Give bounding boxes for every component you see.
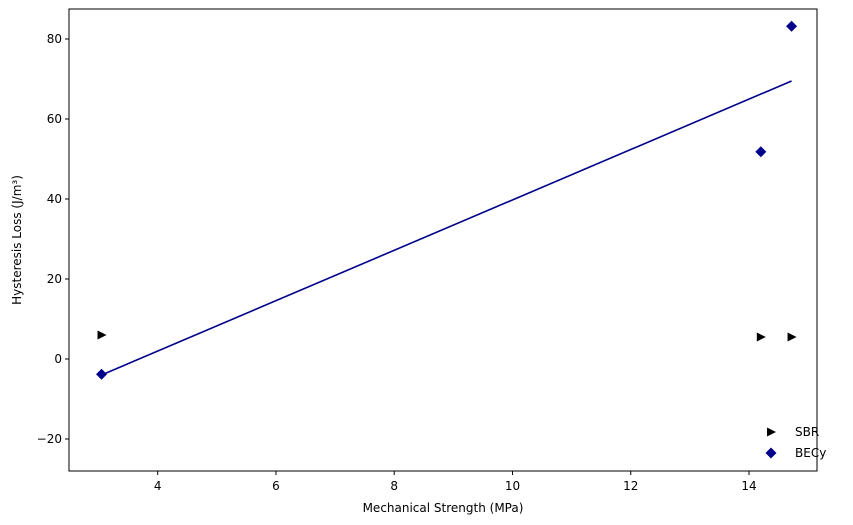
point-becy bbox=[755, 146, 767, 158]
legend-label-becy: BECy bbox=[795, 446, 826, 460]
y-tick-label: 40 bbox=[47, 192, 62, 206]
trendline-becy bbox=[101, 80, 792, 376]
y-tick-label: 20 bbox=[47, 272, 62, 286]
x-axis-title: Mechanical Strength (MPa) bbox=[363, 501, 524, 515]
legend-label-sbr: SBR bbox=[795, 425, 819, 439]
x-tick-label: 14 bbox=[741, 479, 756, 493]
point-sbr bbox=[787, 332, 797, 342]
x-tick-label: 12 bbox=[623, 479, 638, 493]
y-tick-label: 60 bbox=[47, 112, 62, 126]
legend-marker-becy bbox=[765, 447, 777, 459]
plot-area bbox=[96, 20, 798, 380]
point-sbr bbox=[756, 332, 766, 342]
axes-frame bbox=[68, 8, 818, 472]
point-becy bbox=[96, 368, 108, 380]
x-tick-label: 8 bbox=[390, 479, 398, 493]
y-tick-label: −20 bbox=[37, 432, 62, 446]
y-axis-title: Hysteresis Loss (J/m³) bbox=[10, 175, 24, 305]
legend-marker-sbr bbox=[767, 427, 776, 437]
point-becy bbox=[786, 20, 798, 32]
y-tick-label: 80 bbox=[47, 32, 62, 46]
legend: SBR BECy bbox=[765, 425, 826, 460]
x-tick-label: 4 bbox=[154, 479, 162, 493]
y-tick-label: 0 bbox=[54, 352, 62, 366]
x-tick-label: 10 bbox=[505, 479, 520, 493]
x-tick-label: 6 bbox=[272, 479, 280, 493]
point-sbr bbox=[97, 330, 107, 340]
x-axis-ticks: 4 6 8 10 12 14 bbox=[154, 471, 757, 493]
y-axis-ticks: −20 0 20 40 60 80 bbox=[37, 32, 69, 446]
